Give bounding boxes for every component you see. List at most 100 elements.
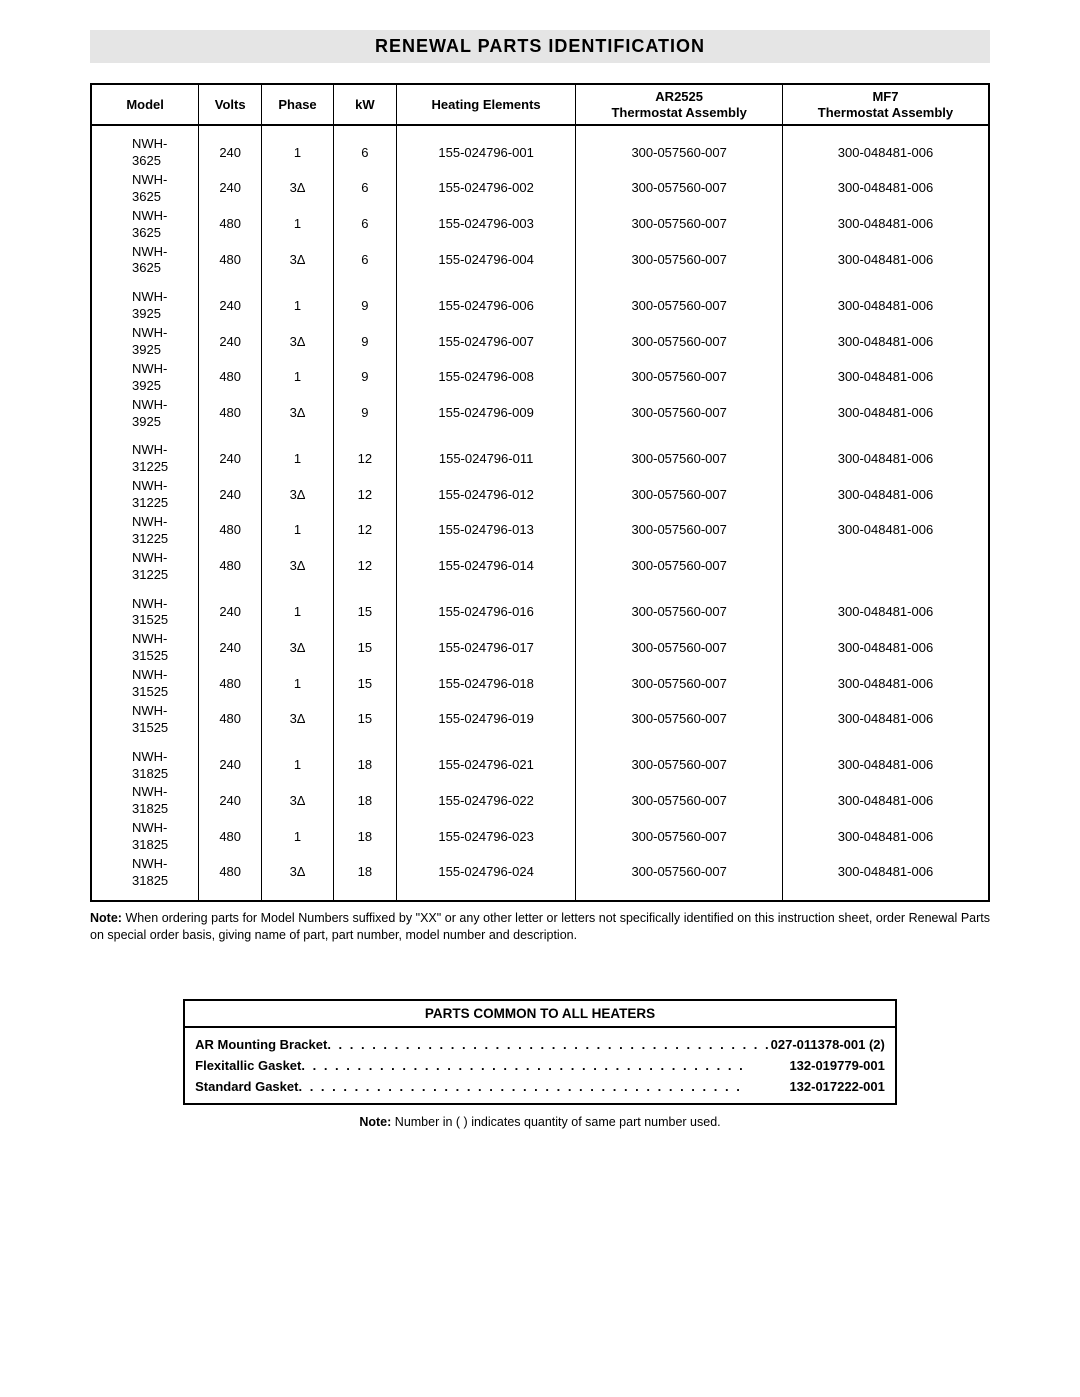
cell-model: NWH-3625	[91, 135, 199, 171]
cell-ar: 300-057560-007	[576, 477, 783, 513]
cell-model: NWH-31525	[91, 595, 199, 631]
cell-phase: 3Δ	[262, 855, 334, 891]
cell-mf: 300-048481-006	[782, 783, 989, 819]
cell-heating: 155-024796-011	[396, 441, 576, 477]
cell-volts: 240	[199, 135, 262, 171]
table-row: NWH-362524016155-024796-001300-057560-00…	[91, 135, 989, 171]
cell-phase: 3Δ	[262, 396, 334, 432]
cell-mf: 300-048481-006	[782, 243, 989, 279]
table-row: NWH-315254803Δ15155-024796-019300-057560…	[91, 702, 989, 738]
cell-kw: 12	[333, 441, 396, 477]
cell-kw: 15	[333, 595, 396, 631]
cell-heating: 155-024796-004	[396, 243, 576, 279]
cell-kw: 9	[333, 324, 396, 360]
cell-model: NWH-31225	[91, 477, 199, 513]
note-quantity: Note: Number in ( ) indicates quantity o…	[90, 1115, 990, 1129]
cell-kw: 9	[333, 288, 396, 324]
cell-ar: 300-057560-007	[576, 666, 783, 702]
cell-phase: 3Δ	[262, 702, 334, 738]
cell-phase: 1	[262, 207, 334, 243]
header-kw: kW	[333, 84, 396, 125]
cell-ar: 300-057560-007	[576, 513, 783, 549]
cell-model: NWH-31525	[91, 666, 199, 702]
cell-volts: 480	[199, 207, 262, 243]
table-row: NWH-31525240115155-024796-016300-057560-…	[91, 595, 989, 631]
cell-kw: 15	[333, 702, 396, 738]
cell-volts: 240	[199, 477, 262, 513]
table-row: NWH-318254803Δ18155-024796-024300-057560…	[91, 855, 989, 891]
common-parts-header: PARTS COMMON TO ALL HEATERS	[184, 1000, 896, 1027]
header-heating: Heating Elements	[396, 84, 576, 125]
cell-ar: 300-057560-007	[576, 360, 783, 396]
cell-heating: 155-024796-016	[396, 595, 576, 631]
cell-volts: 480	[199, 360, 262, 396]
cell-ar: 300-057560-007	[576, 748, 783, 784]
parts-table: Model Volts Phase kW Heating Elements AR…	[90, 83, 990, 902]
cell-phase: 1	[262, 748, 334, 784]
note-ordering: Note: When ordering parts for Model Numb…	[90, 910, 990, 944]
cell-ar: 300-057560-007	[576, 855, 783, 891]
cell-volts: 480	[199, 666, 262, 702]
cell-ar: 300-057560-007	[576, 243, 783, 279]
cell-mf: 300-048481-006	[782, 748, 989, 784]
common-parts-table: PARTS COMMON TO ALL HEATERS AR Mounting …	[183, 999, 897, 1105]
cell-heating: 155-024796-008	[396, 360, 576, 396]
cell-phase: 1	[262, 360, 334, 396]
cell-model: NWH-3925	[91, 288, 199, 324]
table-row: NWH-392524019155-024796-006300-057560-00…	[91, 288, 989, 324]
header-volts: Volts	[199, 84, 262, 125]
cell-phase: 1	[262, 819, 334, 855]
cell-volts: 240	[199, 630, 262, 666]
cell-mf: 300-048481-006	[782, 171, 989, 207]
cell-model: NWH-31825	[91, 748, 199, 784]
cell-volts: 480	[199, 702, 262, 738]
cell-kw: 6	[333, 243, 396, 279]
cell-kw: 15	[333, 666, 396, 702]
cell-kw: 6	[333, 135, 396, 171]
table-row: NWH-31825480118155-024796-023300-057560-…	[91, 819, 989, 855]
cell-volts: 480	[199, 855, 262, 891]
cell-mf: 300-048481-006	[782, 288, 989, 324]
cell-heating: 155-024796-014	[396, 549, 576, 585]
cell-kw: 9	[333, 396, 396, 432]
table-row: NWH-31225240112155-024796-011300-057560-…	[91, 441, 989, 477]
cell-ar: 300-057560-007	[576, 783, 783, 819]
cell-heating: 155-024796-021	[396, 748, 576, 784]
table-row: NWH-31525480115155-024796-018300-057560-…	[91, 666, 989, 702]
cell-model: NWH-31225	[91, 513, 199, 549]
cell-phase: 1	[262, 441, 334, 477]
cell-volts: 480	[199, 513, 262, 549]
cell-model: NWH-3925	[91, 360, 199, 396]
cell-heating: 155-024796-001	[396, 135, 576, 171]
cell-kw: 12	[333, 513, 396, 549]
cell-mf: 300-048481-006	[782, 135, 989, 171]
cell-volts: 240	[199, 324, 262, 360]
cell-volts: 240	[199, 595, 262, 631]
cell-phase: 1	[262, 288, 334, 324]
cell-ar: 300-057560-007	[576, 702, 783, 738]
header-ar2525: AR2525 Thermostat Assembly	[576, 84, 783, 125]
cell-heating: 155-024796-018	[396, 666, 576, 702]
table-row: NWH-36254803Δ6155-024796-004300-057560-0…	[91, 243, 989, 279]
cell-model: NWH-31825	[91, 783, 199, 819]
cell-heating: 155-024796-012	[396, 477, 576, 513]
cell-mf: 300-048481-006	[782, 441, 989, 477]
cell-model: NWH-3625	[91, 171, 199, 207]
cell-volts: 480	[199, 819, 262, 855]
cell-heating: 155-024796-013	[396, 513, 576, 549]
table-row: NWH-31225480112155-024796-013300-057560-…	[91, 513, 989, 549]
cell-volts: 240	[199, 288, 262, 324]
cell-mf: 300-048481-006	[782, 477, 989, 513]
cell-ar: 300-057560-007	[576, 441, 783, 477]
cell-model: NWH-31525	[91, 630, 199, 666]
cell-volts: 240	[199, 441, 262, 477]
table-row: NWH-362548016155-024796-003300-057560-00…	[91, 207, 989, 243]
cell-phase: 3Δ	[262, 630, 334, 666]
cell-mf: 300-048481-006	[782, 207, 989, 243]
cell-mf: 300-048481-006	[782, 513, 989, 549]
table-row: NWH-31825240118155-024796-021300-057560-…	[91, 748, 989, 784]
cell-kw: 15	[333, 630, 396, 666]
table-row: NWH-312254803Δ12155-024796-014300-057560…	[91, 549, 989, 585]
cell-volts: 480	[199, 396, 262, 432]
cell-kw: 6	[333, 171, 396, 207]
